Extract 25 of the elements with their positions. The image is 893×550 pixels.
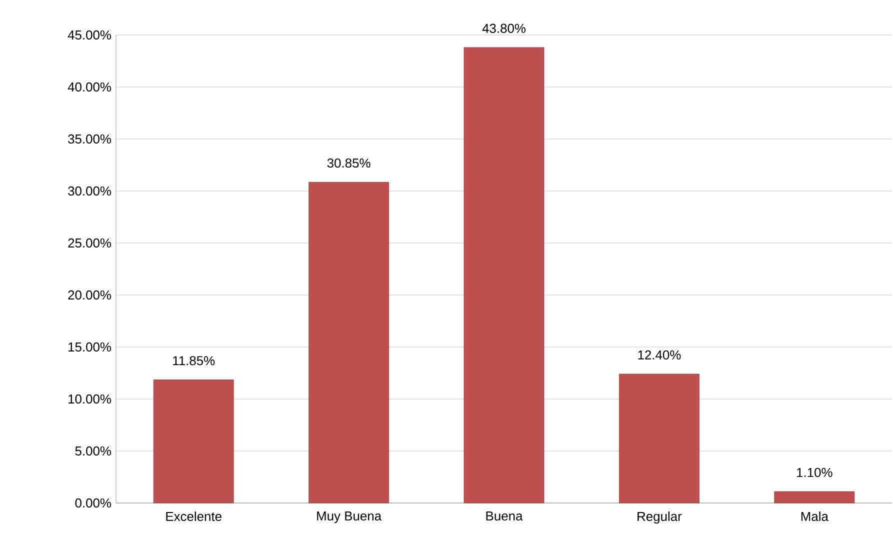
bar (308, 182, 390, 504)
x-tick-label: Mala (801, 512, 828, 522)
bar (619, 374, 700, 504)
data-label: 30.85% (327, 158, 370, 168)
y-tick-label: 10.00% (68, 394, 112, 404)
y-tick-label: 30.00% (68, 186, 112, 196)
data-label: 12.40% (638, 350, 681, 360)
y-tick-label: 20.00% (68, 290, 112, 300)
bar (774, 491, 855, 504)
x-tick-label: Buena (486, 512, 523, 521)
bar (464, 47, 544, 504)
y-tick-label: 5.00% (75, 446, 112, 456)
y-tick-label: 45.00% (68, 30, 112, 40)
y-tick-label: 40.00% (68, 82, 112, 92)
y-tick-label: 35.00% (68, 134, 112, 144)
bar (153, 380, 234, 504)
data-label: 1.10% (797, 468, 832, 478)
x-tick-label: Muy Buena (317, 512, 382, 524)
data-label: 11.85% (173, 356, 215, 366)
x-tick-label: Regular (638, 512, 682, 524)
y-tick-label: 0.00% (75, 498, 112, 508)
y-tick-label: 25.00% (68, 238, 112, 248)
y-tick-label: 15.00% (68, 342, 112, 352)
data-label: 43.80% (482, 24, 526, 33)
x-tick-label: Excelente (166, 512, 222, 522)
